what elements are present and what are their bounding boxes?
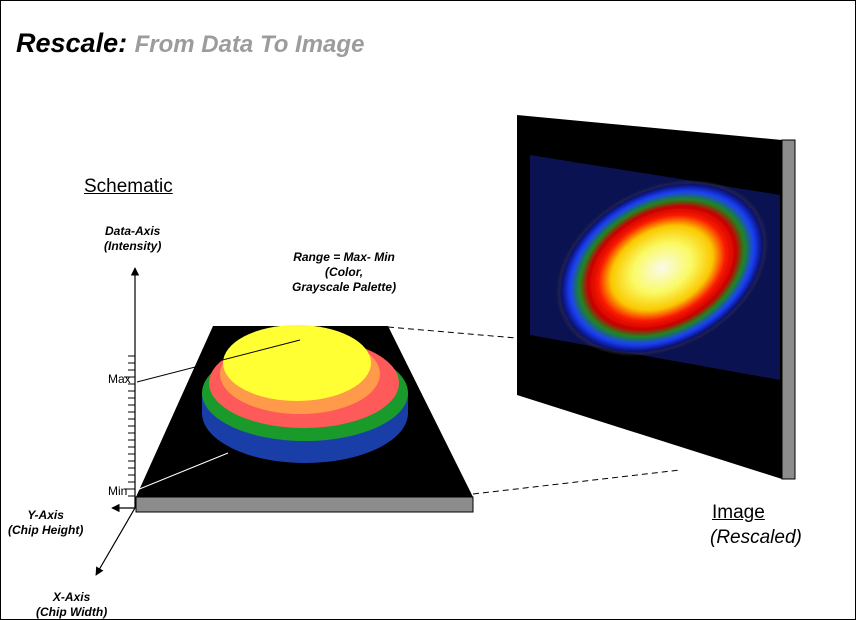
chip-edge bbox=[135, 496, 474, 513]
projection-line-top bbox=[387, 326, 517, 339]
rescaled-image bbox=[517, 115, 796, 480]
y-axis-label: Y-Axis (Chip Height) bbox=[8, 508, 84, 537]
image-sublabel: (Rescaled) bbox=[710, 527, 802, 548]
image-panel-edge bbox=[781, 139, 796, 480]
axis-ticks bbox=[124, 355, 135, 497]
max-tick-label: Max bbox=[108, 372, 131, 386]
range-label: Range = Max- Min (Color, Grayscale Palet… bbox=[292, 250, 397, 294]
data-axis-label: Data-Axis (Intensity) bbox=[104, 224, 162, 253]
title-sub: From Data To Image bbox=[134, 31, 365, 58]
min-tick-label: Min bbox=[108, 484, 128, 498]
x-axis-label: X-Axis (Chip Width) bbox=[36, 590, 108, 619]
intensity-dome bbox=[202, 325, 408, 463]
layer-yellow bbox=[223, 325, 371, 401]
min-leader-line bbox=[136, 452, 229, 491]
x-axis-line bbox=[95, 507, 136, 576]
projection-line-bottom bbox=[472, 469, 681, 495]
intensity-blob bbox=[556, 179, 768, 357]
schematic-label: Schematic bbox=[84, 176, 173, 197]
title-main: Rescale: bbox=[16, 28, 128, 58]
slide-title: Rescale: From Data To Image bbox=[16, 28, 364, 59]
max-leader-line bbox=[136, 339, 301, 383]
image-label: Image bbox=[712, 502, 765, 523]
